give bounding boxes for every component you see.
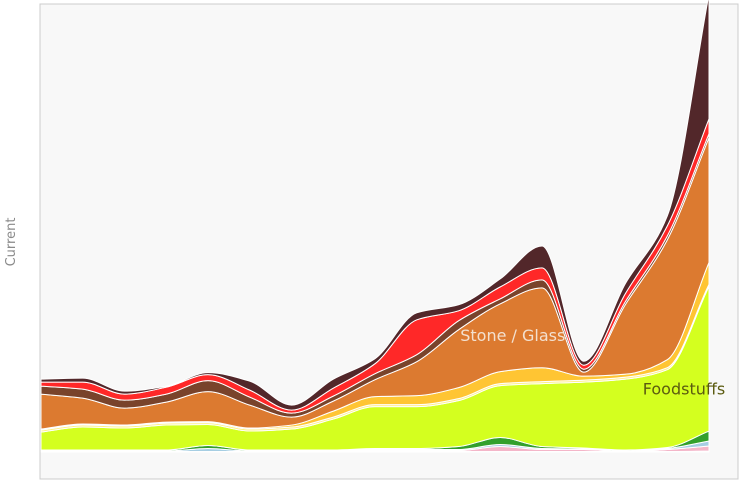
- area-series-10: [40, 0, 710, 411]
- y-axis-label: Current: [4, 218, 19, 267]
- series-label-1: Foodstuffs: [643, 380, 725, 399]
- area-layers: [40, 0, 710, 453]
- series-label-0: Stone / Glass: [460, 326, 565, 345]
- series-labels: Stone / Glass Foodstuffs: [460, 326, 725, 399]
